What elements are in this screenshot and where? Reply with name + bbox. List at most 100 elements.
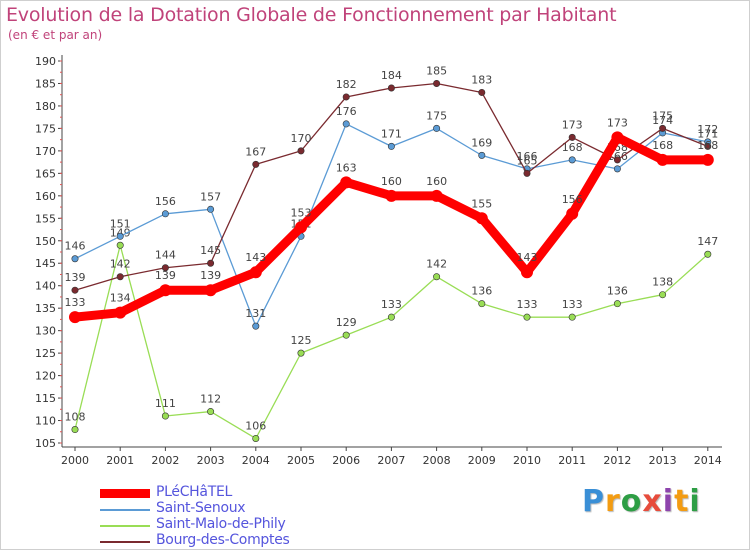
data-point xyxy=(433,79,441,87)
x-tick-label: 2002 xyxy=(151,454,179,467)
legend-label-bourg-des-comptes: Bourg-des-Comptes xyxy=(156,532,290,548)
data-point xyxy=(523,313,531,321)
data-label: 156 xyxy=(155,195,176,208)
y-tick-label: 180 xyxy=(35,100,56,113)
data-label: 112 xyxy=(200,393,221,406)
x-tick-label: 2012 xyxy=(603,454,631,467)
data-label: 168 xyxy=(562,141,583,154)
series-saint-malo-de-phily: 108 149 111 112 106 125 129 133 142 136 133 133 136 1… xyxy=(65,226,718,443)
data-point xyxy=(613,300,621,308)
data-label: 182 xyxy=(336,78,357,91)
data-point xyxy=(159,284,172,297)
data-label: 129 xyxy=(336,316,357,329)
data-point xyxy=(207,259,215,267)
data-label: 155 xyxy=(471,197,492,210)
data-label: 163 xyxy=(336,161,357,174)
data-label: 168 xyxy=(697,139,718,152)
data-point xyxy=(475,212,488,225)
x-tick-label: 2010 xyxy=(513,454,541,467)
data-point xyxy=(433,124,441,132)
line-chart: 1051101151201251301351401451501551601651… xyxy=(35,55,722,467)
data-point xyxy=(704,250,712,258)
data-point xyxy=(69,311,81,324)
logo-letter: i xyxy=(689,484,701,519)
chart-axes: 1051101151201251301351401451501551601651… xyxy=(35,55,722,467)
data-point xyxy=(207,408,215,416)
data-label: 183 xyxy=(471,73,492,86)
y-tick-label: 160 xyxy=(35,190,56,203)
data-point xyxy=(613,156,621,164)
data-point xyxy=(478,300,486,308)
y-tick-label: 175 xyxy=(35,122,56,135)
data-point xyxy=(249,266,262,279)
legend-label-plechatel: PLéCHâTEL xyxy=(156,484,232,500)
data-label: 147 xyxy=(697,235,718,248)
data-point xyxy=(340,176,353,189)
data-point xyxy=(613,165,621,173)
data-label: 153 xyxy=(291,206,312,219)
data-point xyxy=(342,120,350,128)
x-tick-label: 2004 xyxy=(242,454,270,467)
y-tick-label: 130 xyxy=(35,325,56,338)
legend-label-saint-senoux: Saint-Senoux xyxy=(156,500,246,516)
data-point xyxy=(701,153,714,166)
legend-swatch-plechatel xyxy=(100,489,150,498)
data-point xyxy=(161,210,169,218)
data-point xyxy=(523,169,531,177)
data-label: 171 xyxy=(381,127,402,140)
legend-swatch-bourg-des-comptes xyxy=(100,541,150,543)
data-point xyxy=(568,156,576,164)
y-tick-label: 110 xyxy=(35,415,56,428)
data-label: 139 xyxy=(65,271,86,284)
data-label: 160 xyxy=(426,175,447,188)
data-point xyxy=(252,322,260,330)
data-point xyxy=(204,284,217,297)
series-plechatel: 133 134 139 139 143 153 163 160 160 155 143 156 173 1… xyxy=(65,116,718,324)
data-point xyxy=(704,142,712,150)
data-point xyxy=(568,133,576,141)
data-point xyxy=(521,266,533,279)
x-tick-label: 2001 xyxy=(106,454,134,467)
data-label: 167 xyxy=(245,145,266,158)
data-label: 170 xyxy=(291,132,312,145)
y-tick-label: 150 xyxy=(35,235,56,248)
logo-letter: x xyxy=(642,484,663,519)
data-label: 175 xyxy=(652,109,673,122)
y-tick-label: 170 xyxy=(35,145,56,158)
data-label: 133 xyxy=(562,298,583,311)
data-point xyxy=(297,349,305,357)
data-point xyxy=(568,313,576,321)
x-tick-label: 2000 xyxy=(61,454,89,467)
data-label: 133 xyxy=(65,296,86,309)
data-point xyxy=(114,306,127,319)
logo-letter: r xyxy=(605,484,621,519)
data-point xyxy=(297,147,305,155)
data-label: 149 xyxy=(110,226,131,239)
y-tick-label: 125 xyxy=(35,347,56,360)
data-label: 184 xyxy=(381,69,402,82)
legend-item-bourg-des-comptes: Bourg-des-Comptes xyxy=(100,532,420,549)
data-label: 134 xyxy=(110,292,131,305)
data-point xyxy=(71,255,79,263)
data-label: 157 xyxy=(200,190,221,203)
data-label: 185 xyxy=(426,64,447,77)
chart-legend: PLéCHâTEL Saint-Senoux Saint-Malo-de-Phi… xyxy=(100,484,420,549)
data-label: 173 xyxy=(562,118,583,131)
data-point xyxy=(161,264,169,272)
chart-title: Evolution de la Dotation Globale de Fonc… xyxy=(6,4,617,26)
data-label: 142 xyxy=(426,258,447,271)
data-point xyxy=(566,207,579,220)
data-point xyxy=(433,273,441,281)
data-label: 174 xyxy=(652,114,673,127)
y-tick-label: 120 xyxy=(35,370,56,383)
data-label: 139 xyxy=(200,269,221,282)
data-point xyxy=(387,313,395,321)
data-label: 108 xyxy=(65,411,86,424)
data-label: 131 xyxy=(245,307,266,320)
data-point xyxy=(387,84,395,92)
data-label: 143 xyxy=(517,251,538,264)
y-tick-label: 105 xyxy=(35,437,56,450)
data-point xyxy=(295,221,307,234)
x-tick-label: 2011 xyxy=(558,454,586,467)
